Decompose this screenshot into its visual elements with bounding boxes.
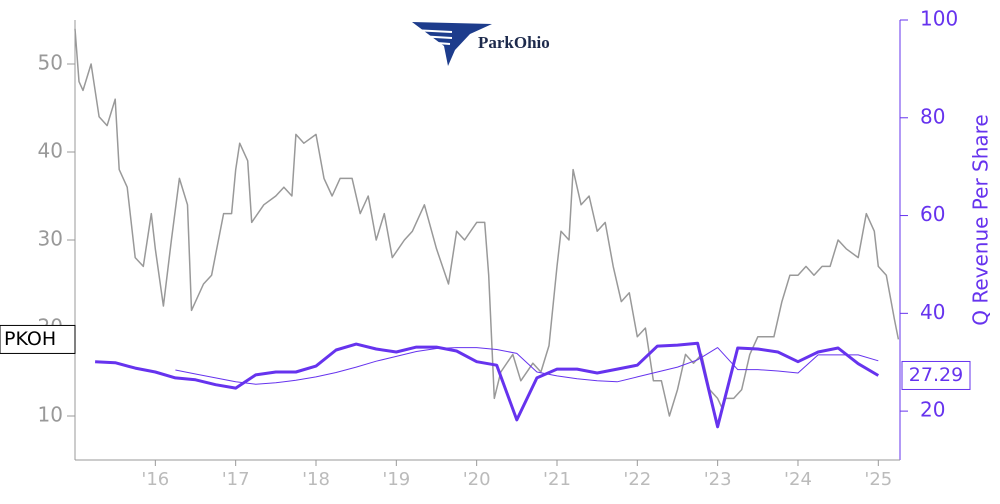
y-tick-label: 10 [38,403,63,427]
y2-tick-label: 80 [920,104,945,128]
x-tick-label: '16 [141,469,169,490]
y-tick-label: 40 [38,139,63,163]
x-tick-label: '19 [382,469,410,490]
x-tick-label: '20 [463,469,491,490]
y2-tick-label: 60 [920,202,945,226]
y2-tick-label: 20 [920,398,945,422]
logo-stripes [411,29,453,45]
y2-label: Q Revenue Per Share [969,114,993,326]
x-tick-label: '24 [784,469,812,490]
y2-tick-label: 40 [920,300,945,324]
x-tick-label: '23 [704,469,732,490]
logo-wing [412,22,492,66]
value-label-box [901,360,971,390]
logo: ParkOhio [411,22,550,66]
x-tick-label: '21 [543,469,571,490]
value-label: 27.29 [909,364,963,386]
y-tick-label: 50 [38,51,63,75]
x-tick-label: '17 [222,469,250,490]
series-name-box [0,324,76,354]
series-name: PKOH [4,328,56,350]
y2-tick-label: 100 [920,7,958,31]
x-tick-label: '22 [623,469,651,490]
series-line [74,28,900,417]
x-tick-label: '18 [302,469,330,490]
series-line [175,347,879,385]
x-tick-label: '25 [864,469,892,490]
y-tick-label: 30 [38,227,63,251]
series-line [95,341,880,429]
logo-text: ParkOhio [478,33,550,52]
